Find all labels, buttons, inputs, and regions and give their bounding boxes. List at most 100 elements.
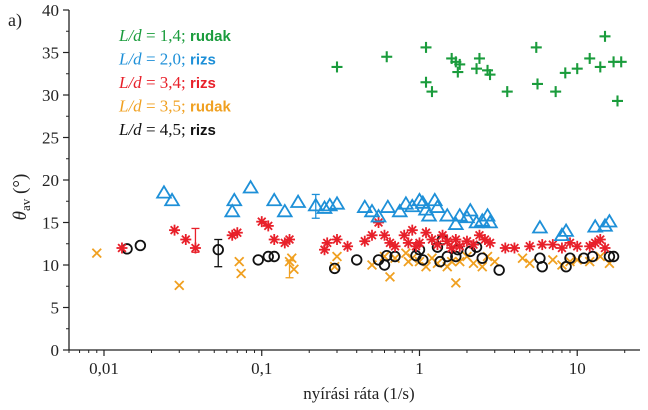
data-point xyxy=(484,69,496,81)
data-point xyxy=(426,86,438,98)
data-point xyxy=(163,192,181,207)
data-point xyxy=(370,208,387,223)
data-point xyxy=(426,234,438,245)
data-point xyxy=(584,52,596,64)
data-point xyxy=(461,202,479,217)
data-point xyxy=(584,256,595,267)
data-point xyxy=(391,203,409,218)
data-point xyxy=(155,184,173,199)
data-point xyxy=(174,280,185,291)
legend-ld: L/d xyxy=(118,97,142,116)
data-point xyxy=(429,198,446,213)
data-point xyxy=(212,243,224,256)
data-point xyxy=(553,227,571,242)
data-point xyxy=(225,192,243,207)
data-point xyxy=(530,41,542,53)
data-point xyxy=(265,192,283,207)
series-3 xyxy=(91,248,615,291)
data-point xyxy=(508,242,520,254)
data-point xyxy=(441,250,453,263)
data-point xyxy=(381,249,393,262)
data-point xyxy=(564,252,576,264)
data-point xyxy=(262,250,274,263)
y-tick-label: 10 xyxy=(42,256,59,275)
data-point xyxy=(586,250,599,263)
legend-value: = 1,4; xyxy=(142,26,190,45)
data-point xyxy=(116,242,128,254)
data-point xyxy=(381,51,393,63)
data-point xyxy=(599,242,611,254)
data-point xyxy=(406,224,418,236)
series-1 xyxy=(155,179,618,242)
legend-ld: L/d xyxy=(118,120,142,139)
legend-material: rudak xyxy=(190,28,232,45)
data-point xyxy=(420,207,438,222)
data-point xyxy=(363,203,381,218)
data-point xyxy=(420,41,432,53)
legend-entry-1: L/d = 2,0; rizs xyxy=(118,50,216,69)
legend-material: rudak xyxy=(190,99,232,116)
data-point xyxy=(331,61,343,73)
legend-entry-4: L/d = 4,5; rizs xyxy=(118,120,216,139)
data-point xyxy=(268,234,280,245)
data-point xyxy=(607,250,620,263)
data-point xyxy=(331,251,343,262)
data-point xyxy=(351,254,363,266)
data-point xyxy=(252,254,264,266)
x-axis-label: nyírási ráta (1/s) xyxy=(303,384,414,403)
data-point xyxy=(316,199,333,214)
data-point xyxy=(231,227,243,239)
legend-value: = 4,5; xyxy=(142,120,190,139)
data-point xyxy=(603,250,616,263)
data-point xyxy=(286,253,297,264)
data-point xyxy=(547,254,558,265)
data-point xyxy=(559,67,571,79)
data-point xyxy=(615,56,627,68)
data-point xyxy=(564,256,576,267)
data-point xyxy=(517,253,528,264)
data-point xyxy=(169,224,181,236)
data-point xyxy=(256,216,268,228)
data-point xyxy=(524,240,536,252)
data-point xyxy=(450,277,461,288)
data-point xyxy=(594,234,606,245)
data-point xyxy=(489,256,500,267)
data-point xyxy=(454,240,466,252)
data-point xyxy=(524,258,535,269)
data-point xyxy=(594,61,606,73)
data-point xyxy=(398,229,410,241)
y-tick-label: 25 xyxy=(42,129,59,148)
data-point xyxy=(384,271,396,282)
panel-label: a) xyxy=(8,10,22,31)
data-point xyxy=(378,229,390,241)
data-point xyxy=(484,237,496,249)
data-point xyxy=(531,219,549,234)
data-point xyxy=(547,239,559,251)
legend-ld: L/d xyxy=(118,73,142,92)
y-tick-label: 40 xyxy=(42,1,59,20)
data-point xyxy=(446,256,457,267)
legend-value: = 3,5; xyxy=(142,97,190,116)
data-point xyxy=(378,259,391,271)
data-point xyxy=(342,240,354,252)
data-point xyxy=(397,195,415,210)
data-point xyxy=(134,239,147,252)
data-point xyxy=(420,76,432,88)
x-tick-label: 0,1 xyxy=(251,359,272,378)
data-point xyxy=(356,198,374,213)
data-point xyxy=(400,248,411,259)
data-point xyxy=(454,256,465,267)
data-point xyxy=(468,258,479,269)
y-axis-label-unit: (°) xyxy=(10,174,31,194)
data-point xyxy=(454,58,466,70)
y-tick-label: 0 xyxy=(51,341,60,360)
data-point xyxy=(501,86,513,98)
data-point xyxy=(611,95,623,107)
data-point xyxy=(477,261,488,272)
data-point xyxy=(180,234,192,245)
data-point xyxy=(450,250,462,263)
x-tick-label: 1 xyxy=(415,359,424,378)
legend-value: = 2,0; xyxy=(142,50,190,69)
data-point xyxy=(189,242,201,254)
data-point xyxy=(441,235,453,247)
